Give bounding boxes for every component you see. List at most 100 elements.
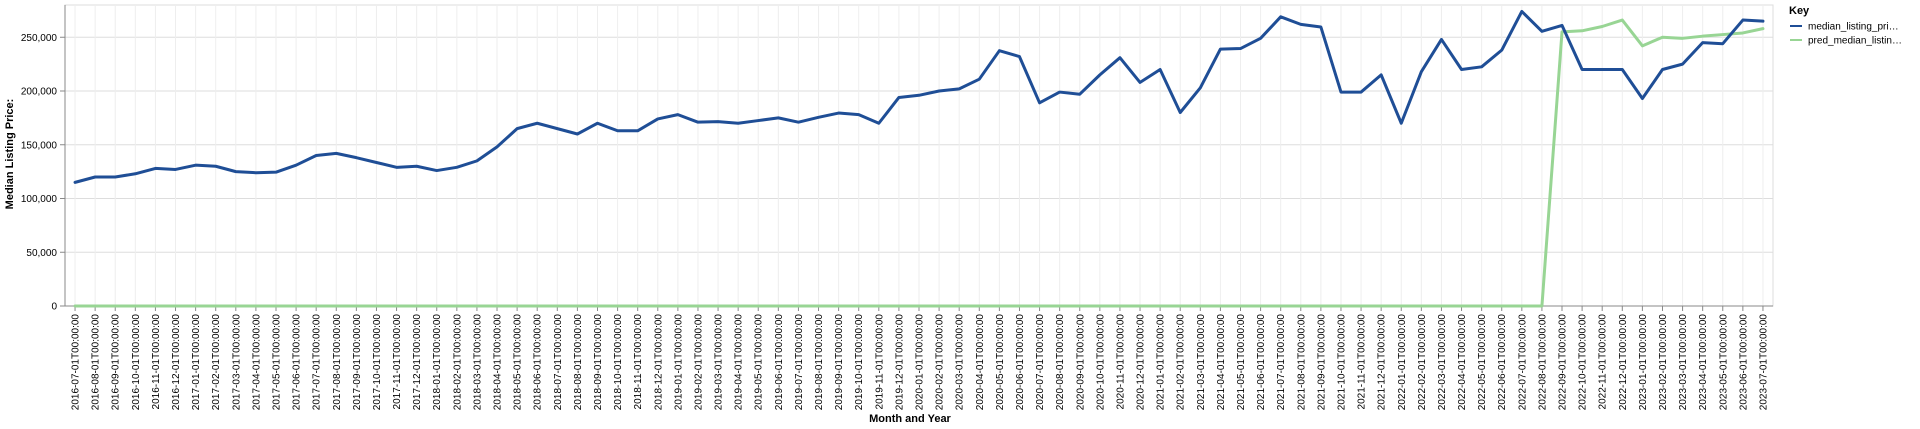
- x-tick-label: 2018-07-01T00:00:00: [553, 314, 564, 411]
- x-tick-label: 2018-06-01T00:00:00: [533, 314, 544, 411]
- x-tick-label: 2020-03-01T00:00:00: [955, 314, 966, 411]
- x-tick-label: 2022-06-01T00:00:00: [1497, 314, 1508, 411]
- x-tick-label: 2019-04-01T00:00:00: [734, 314, 745, 411]
- x-axis: 2016-07-01T00:00:00 2016-08-01T00:00:00 20…: [65, 305, 1773, 411]
- x-tick-label: 2021-06-01T00:00:00: [1256, 314, 1267, 411]
- x-tick-label: 2020-06-01T00:00:00: [1015, 314, 1026, 411]
- x-tick-label: 2022-08-01T00:00:00: [1537, 314, 1548, 411]
- x-tick-label: 2018-12-01T00:00:00: [653, 314, 664, 411]
- x-tick-label: 2021-07-01T00:00:00: [1276, 314, 1287, 411]
- x-tick-label: 2019-08-01T00:00:00: [814, 314, 825, 411]
- x-tick-label: 2019-10-01T00:00:00: [854, 314, 865, 411]
- x-tick-label: 2017-01-01T00:00:00: [191, 314, 202, 411]
- y-tick-label: 0: [51, 302, 57, 313]
- x-tick-label: 2022-12-01T00:00:00: [1618, 314, 1629, 411]
- x-tick-label: 2023-02-01T00:00:00: [1658, 314, 1669, 411]
- x-tick-label: 2022-03-01T00:00:00: [1437, 314, 1448, 411]
- x-tick-label: 2019-07-01T00:00:00: [794, 314, 805, 411]
- x-tick-label: 2018-05-01T00:00:00: [513, 314, 524, 411]
- x-tick-label: 2022-09-01T00:00:00: [1558, 314, 1569, 411]
- x-tick-label: 2023-06-01T00:00:00: [1738, 314, 1749, 411]
- gridlines: [64, 4, 1774, 307]
- x-tick-label: 2021-09-01T00:00:00: [1316, 314, 1327, 411]
- y-tick-label: 100,000: [21, 194, 58, 205]
- x-tick-label: 2019-06-01T00:00:00: [774, 314, 785, 411]
- legend: Key median_listing_pri… pred_median_listi…: [1789, 5, 1902, 47]
- x-tick-label: 2022-01-01T00:00:00: [1397, 314, 1408, 411]
- series-line-pred-median-listin: [73, 18, 1765, 308]
- x-tick-label: 2016-12-01T00:00:00: [171, 314, 182, 411]
- x-tick-label: 2019-05-01T00:00:00: [754, 314, 765, 411]
- x-tick-label: 2018-10-01T00:00:00: [613, 314, 624, 411]
- y-tick-label: 50,000: [26, 248, 57, 259]
- x-tick-label: 2021-12-01T00:00:00: [1377, 314, 1388, 411]
- x-tick-label: 2020-07-01T00:00:00: [1035, 314, 1046, 411]
- x-tick-label: 2016-08-01T00:00:00: [91, 314, 102, 411]
- x-tick-label: 2020-09-01T00:00:00: [1075, 314, 1086, 411]
- x-tick-label: 2020-12-01T00:00:00: [1136, 314, 1147, 411]
- x-tick-label: 2016-09-01T00:00:00: [111, 314, 122, 411]
- x-tick-label: 2018-01-01T00:00:00: [432, 314, 443, 411]
- y-tick-label: 150,000: [21, 140, 58, 151]
- x-tick-label: 2018-08-01T00:00:00: [573, 314, 584, 411]
- x-tick-label: 2020-08-01T00:00:00: [1055, 314, 1066, 411]
- x-tick-label: 2022-02-01T00:00:00: [1417, 314, 1428, 411]
- x-axis-title: Month and Year: [869, 413, 951, 425]
- x-tick-label: 2016-11-01T00:00:00: [151, 314, 162, 410]
- x-tick-label: 2021-04-01T00:00:00: [1216, 314, 1227, 411]
- y-tick-label: 200,000: [21, 87, 58, 98]
- x-tick-label: 2017-07-01T00:00:00: [312, 314, 323, 411]
- x-tick-label: 2021-05-01T00:00:00: [1236, 314, 1247, 411]
- x-tick-label: 2016-07-01T00:00:00: [71, 314, 82, 411]
- y-axis-title: Median Listing Price:: [4, 99, 16, 210]
- x-tick-label: 2023-05-01T00:00:00: [1718, 314, 1729, 411]
- x-tick-label: 2017-05-01T00:00:00: [271, 314, 282, 411]
- x-tick-label: 2017-04-01T00:00:00: [251, 314, 262, 411]
- x-tick-label: 2019-11-01T00:00:00: [874, 314, 885, 410]
- x-tick-label: 2017-09-01T00:00:00: [352, 314, 363, 411]
- x-tick-label: 2017-11-01T00:00:00: [392, 314, 403, 410]
- y-tick-label: 250,000: [21, 33, 58, 44]
- x-tick-label: 2019-12-01T00:00:00: [894, 314, 905, 411]
- x-tick-label: 2021-01-01T00:00:00: [1156, 314, 1167, 411]
- x-tick-label: 2023-03-01T00:00:00: [1678, 314, 1689, 411]
- x-tick-label: 2016-10-01T00:00:00: [131, 314, 142, 411]
- x-tick-label: 2021-03-01T00:00:00: [1196, 314, 1207, 411]
- legend-title: Key: [1789, 5, 1810, 17]
- x-tick-label: 2022-10-01T00:00:00: [1578, 314, 1589, 411]
- series-lines: [73, 9, 1765, 308]
- x-tick-label: 2019-02-01T00:00:00: [693, 314, 704, 411]
- series-line-median-listing-pri: [73, 9, 1765, 184]
- x-tick-label: 2020-10-01T00:00:00: [1095, 314, 1106, 411]
- x-tick-label: 2017-12-01T00:00:00: [412, 314, 423, 411]
- x-tick-label: 2018-09-01T00:00:00: [593, 314, 604, 411]
- x-tick-label: 2023-07-01T00:00:00: [1758, 314, 1769, 411]
- x-tick-label: 2018-03-01T00:00:00: [472, 314, 483, 411]
- x-tick-label: 2022-11-01T00:00:00: [1598, 314, 1609, 410]
- x-tick-label: 2017-02-01T00:00:00: [211, 314, 222, 411]
- x-tick-label: 2021-11-01T00:00:00: [1357, 314, 1368, 410]
- x-tick-label: 2022-07-01T00:00:00: [1517, 314, 1528, 411]
- x-tick-label: 2020-01-01T00:00:00: [915, 314, 926, 411]
- x-tick-label: 2017-10-01T00:00:00: [372, 314, 383, 411]
- x-tick-label: 2020-05-01T00:00:00: [995, 314, 1006, 411]
- x-tick-label: 2018-11-01T00:00:00: [633, 314, 644, 410]
- x-tick-label: 2017-03-01T00:00:00: [231, 314, 242, 411]
- x-tick-label: 2019-03-01T00:00:00: [714, 314, 725, 411]
- legend-label: median_listing_pri…: [1808, 22, 1899, 33]
- x-tick-label: 2017-06-01T00:00:00: [292, 314, 303, 411]
- x-tick-label: 2018-04-01T00:00:00: [493, 314, 504, 411]
- x-tick-label: 2021-02-01T00:00:00: [1176, 314, 1187, 411]
- x-tick-label: 2020-11-01T00:00:00: [1115, 314, 1126, 410]
- x-tick-label: 2021-08-01T00:00:00: [1296, 314, 1307, 411]
- x-tick-label: 2020-04-01T00:00:00: [975, 314, 986, 411]
- x-tick-label: 2022-05-01T00:00:00: [1477, 314, 1488, 411]
- y-axis: 0 50,000 100,000 150,000 200,000 250,000: [21, 5, 66, 313]
- x-tick-label: 2019-09-01T00:00:00: [834, 314, 845, 411]
- x-tick-label: 2017-08-01T00:00:00: [332, 314, 343, 411]
- x-tick-label: 2023-01-01T00:00:00: [1638, 314, 1649, 411]
- x-tick-label: 2018-02-01T00:00:00: [452, 314, 463, 411]
- x-tick-label: 2019-01-01T00:00:00: [673, 314, 684, 411]
- x-tick-label: 2022-04-01T00:00:00: [1457, 314, 1468, 411]
